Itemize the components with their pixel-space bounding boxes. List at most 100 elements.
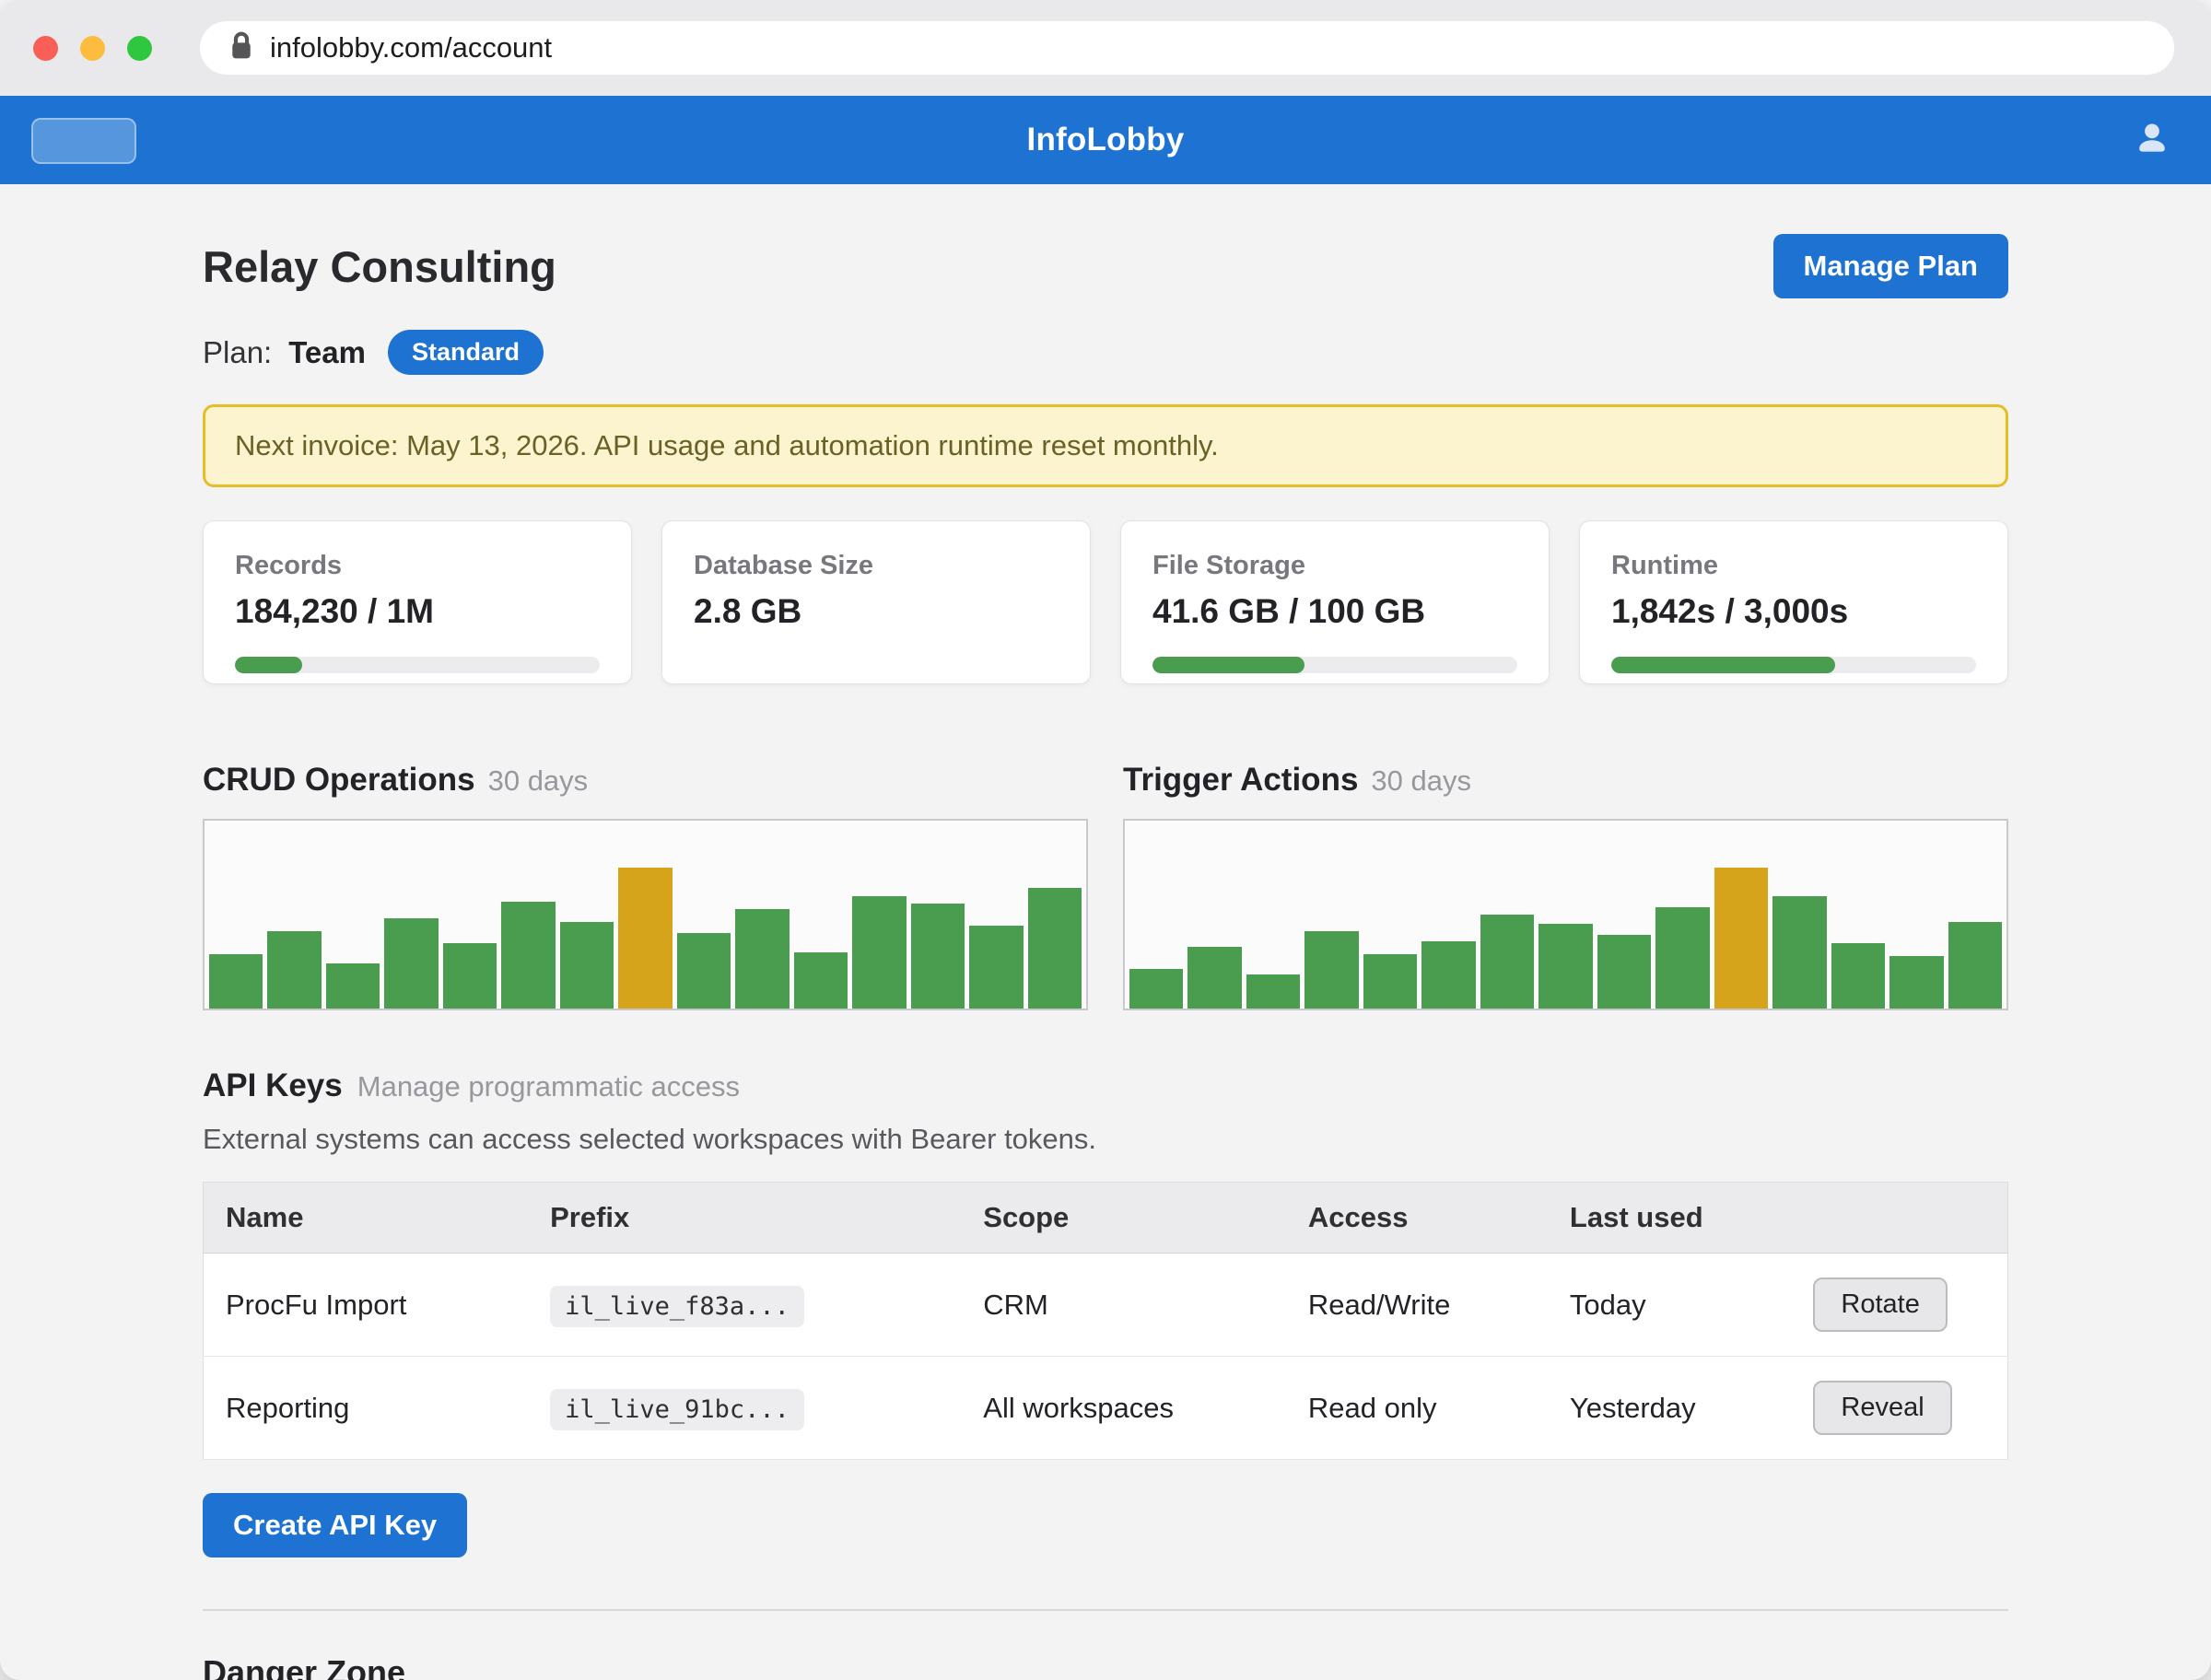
section-divider	[203, 1609, 2008, 1611]
chart-bar	[969, 926, 1024, 1009]
chart-subtitle: 30 days	[1371, 764, 1471, 797]
api-keys-table: Name Prefix Scope Access Last used ProcF…	[203, 1182, 2008, 1460]
chart-bar	[1655, 906, 1710, 1009]
runtime-card: Runtime 1,842s / 3,000s	[1579, 520, 2008, 684]
key-prefix: il_live_91bc...	[550, 1388, 804, 1430]
key-name: ProcFu Import	[203, 1253, 529, 1357]
minimize-window-button[interactable]	[80, 35, 105, 61]
chart-bar	[559, 922, 614, 1009]
usage-charts: CRUD Operations 30 days Trigger Actions …	[203, 762, 2008, 1010]
crud-operations-section: CRUD Operations 30 days	[203, 762, 1088, 1010]
plan-name: Team	[288, 334, 366, 369]
rotate-key-button[interactable]: Rotate	[1813, 1278, 1948, 1332]
lock-icon	[228, 30, 255, 66]
chart-bar	[1538, 924, 1593, 1009]
column-header-access: Access	[1285, 1182, 1548, 1254]
chart-bar	[325, 963, 380, 1009]
chart-bar	[793, 951, 848, 1009]
chart-subtitle: 30 days	[487, 764, 589, 797]
chart-bar	[1246, 974, 1301, 1009]
account-menu-button[interactable]	[2130, 118, 2174, 162]
chart-bar	[209, 953, 263, 1009]
database-size-card: Database Size 2.8 GB	[661, 520, 1091, 684]
chart-bar	[1027, 888, 1082, 1009]
chart-title: CRUD Operations	[203, 762, 475, 798]
chart-bar	[1421, 940, 1476, 1009]
chart-bar	[1187, 946, 1242, 1009]
chart-bar	[442, 942, 497, 1009]
key-last-used: Yesterday	[1547, 1356, 1792, 1460]
column-header-actions	[1791, 1182, 2008, 1254]
create-api-key-button[interactable]: Create API Key	[203, 1493, 468, 1558]
stat-value: 184,230 / 1M	[235, 592, 434, 630]
key-name: Reporting	[203, 1356, 529, 1460]
chart-bar	[1363, 953, 1418, 1009]
billing-notice: Next invoice: May 13, 2026. API usage an…	[203, 404, 2008, 487]
api-keys-description: External systems can access selected wor…	[203, 1123, 1097, 1155]
chart-bar	[852, 895, 907, 1009]
key-last-used: Today	[1547, 1253, 1792, 1357]
page-title: Relay Consulting	[203, 241, 556, 291]
close-window-button[interactable]	[33, 35, 58, 61]
key-access: Read only	[1285, 1356, 1548, 1460]
chart-bar	[1831, 942, 1886, 1009]
browser-chrome: infolobby.com/account	[0, 0, 2211, 96]
chart-bar	[1129, 969, 1184, 1009]
file-storage-progress	[1152, 657, 1517, 673]
user-icon	[2131, 117, 2173, 164]
file-storage-card: File Storage 41.6 GB / 100 GB	[1120, 520, 1550, 684]
chart-bar	[618, 868, 673, 1009]
stat-label: Database Size	[694, 551, 874, 580]
key-access: Read/Write	[1285, 1253, 1548, 1357]
trigger-actions-chart	[1123, 819, 2008, 1010]
chart-bar	[676, 933, 731, 1009]
chart-bar	[501, 901, 556, 1009]
stat-value: 1,842s / 3,000s	[1611, 592, 1849, 630]
runtime-progress	[1611, 657, 1976, 673]
chart-bar	[735, 908, 790, 1009]
chart-bar	[1304, 931, 1359, 1009]
chart-bar	[267, 931, 322, 1009]
table-row: ProcFu Import il_live_f83a... CRM Read/W…	[203, 1253, 2008, 1357]
url-bar[interactable]: infolobby.com/account	[200, 21, 2174, 75]
stat-value: 2.8 GB	[694, 592, 802, 630]
reveal-key-button[interactable]: Reveal	[1813, 1381, 1952, 1435]
chart-title: Trigger Actions	[1123, 762, 1359, 798]
chart-bar	[1597, 935, 1652, 1009]
chart-bar	[1480, 915, 1535, 1009]
column-header-last-used: Last used	[1547, 1182, 1792, 1254]
window-controls	[33, 35, 152, 61]
chart-bar	[384, 918, 439, 1009]
chart-bar	[1948, 922, 2003, 1009]
chart-bar	[1714, 868, 1769, 1009]
key-prefix: il_live_f83a...	[550, 1285, 804, 1327]
column-header-prefix: Prefix	[528, 1182, 962, 1254]
danger-zone-title: Danger Zone	[203, 1653, 406, 1680]
table-header-row: Name Prefix Scope Access Last used	[203, 1182, 2008, 1254]
stat-label: File Storage	[1152, 551, 1305, 580]
zoom-window-button[interactable]	[127, 35, 152, 61]
records-progress	[235, 657, 600, 673]
chart-bar	[1772, 895, 1827, 1009]
plan-label: Plan:	[203, 334, 273, 369]
nav-back-button[interactable]	[31, 118, 136, 164]
app-nav: InfoLobby	[0, 96, 2211, 184]
api-keys-subtitle: Manage programmatic access	[357, 1070, 740, 1102]
column-header-scope: Scope	[961, 1182, 1286, 1254]
url-text: infolobby.com/account	[270, 31, 553, 64]
stat-label: Records	[235, 551, 343, 580]
account-page: Relay Consulting Manage Plan Plan: Team …	[0, 184, 2211, 1680]
api-keys-title: API Keys	[203, 1068, 343, 1103]
stat-label: Runtime	[1611, 551, 1718, 580]
key-scope: All workspaces	[961, 1356, 1286, 1460]
stat-value: 41.6 GB / 100 GB	[1152, 592, 1426, 630]
key-scope: CRM	[961, 1253, 1286, 1357]
trigger-actions-section: Trigger Actions 30 days	[1123, 762, 2008, 1010]
app-title: InfoLobby	[1026, 122, 1185, 158]
crud-operations-chart	[203, 819, 1088, 1010]
manage-plan-button[interactable]: Manage Plan	[1772, 234, 2008, 298]
plan-row: Plan: Team Standard	[203, 330, 2008, 375]
table-row: Reporting il_live_91bc... All workspaces…	[203, 1356, 2008, 1460]
chart-bar	[1889, 955, 1944, 1009]
